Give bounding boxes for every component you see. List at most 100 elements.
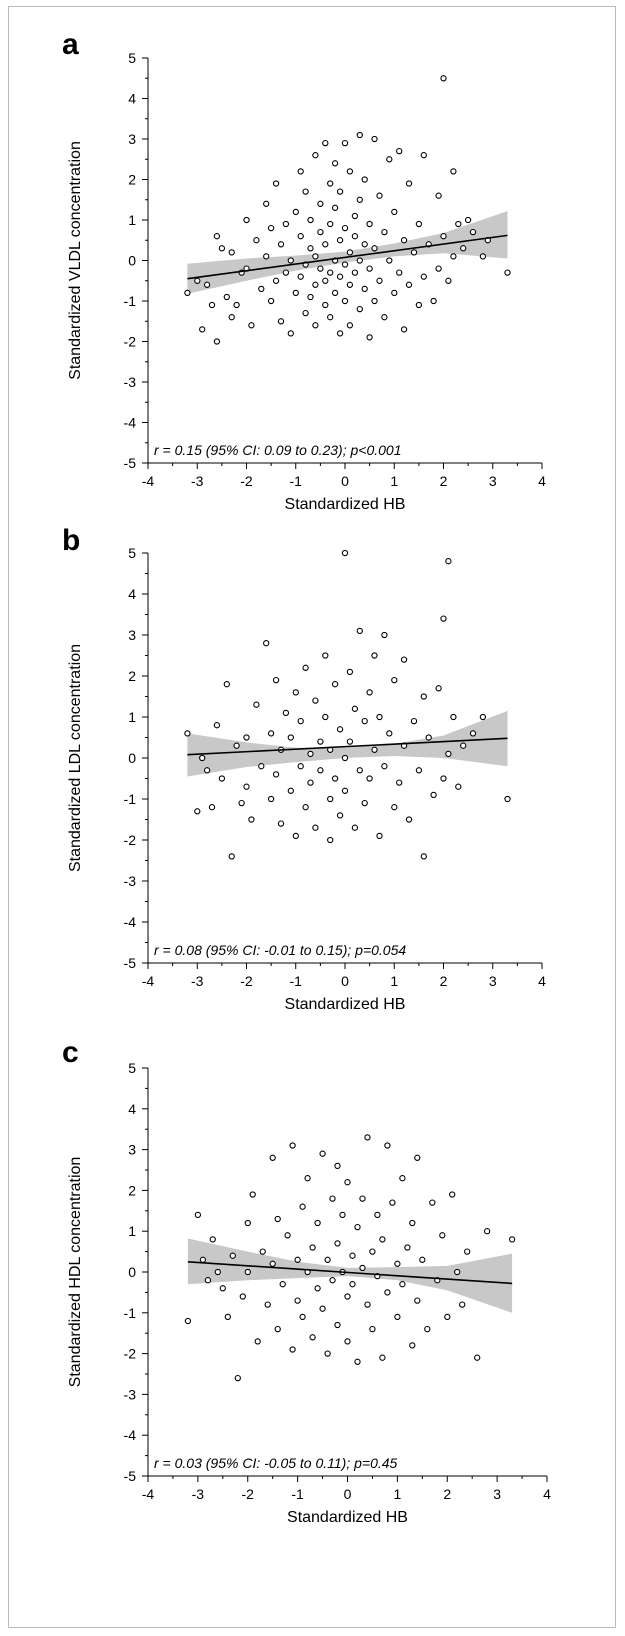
data-point xyxy=(396,269,403,276)
data-point xyxy=(445,750,452,758)
data-point xyxy=(391,289,398,297)
data-point xyxy=(371,652,378,659)
data-point xyxy=(312,824,319,831)
data-point xyxy=(359,1195,366,1202)
x-tick-label: -2 xyxy=(242,1486,255,1502)
data-point xyxy=(282,220,290,228)
data-point xyxy=(379,1236,386,1243)
y-tick-label: 3 xyxy=(128,131,136,147)
y-tick-label: -3 xyxy=(124,374,137,390)
data-point xyxy=(263,253,270,260)
data-point xyxy=(282,709,290,717)
x-tick-label: -1 xyxy=(291,1486,304,1502)
y-tick-label: -1 xyxy=(124,791,137,807)
data-point xyxy=(450,713,457,721)
data-point xyxy=(391,208,398,216)
data-point xyxy=(381,228,388,236)
data-point xyxy=(336,726,344,733)
data-point xyxy=(327,269,334,276)
data-point xyxy=(312,281,319,288)
y-tick-label: 4 xyxy=(128,586,136,602)
data-point xyxy=(304,1175,311,1182)
data-point xyxy=(267,730,275,737)
confidence-band xyxy=(187,710,508,777)
data-point xyxy=(287,257,294,264)
y-tick-label: -3 xyxy=(124,873,137,889)
data-point xyxy=(299,1203,306,1210)
data-point xyxy=(289,1142,296,1149)
data-point xyxy=(454,1268,461,1276)
data-point xyxy=(341,224,349,232)
data-point xyxy=(381,631,388,639)
y-tick-label: 2 xyxy=(128,1182,136,1198)
data-point xyxy=(386,730,393,737)
y-axis-label: Standardized HDL concentration xyxy=(67,1157,84,1388)
y-tick-label: 0 xyxy=(128,1264,136,1280)
confidence-band xyxy=(187,1238,513,1313)
data-point xyxy=(415,301,423,309)
data-point xyxy=(351,824,359,831)
data-point xyxy=(312,697,319,704)
data-point xyxy=(351,269,359,276)
y-tick-label: 3 xyxy=(128,627,136,643)
data-point xyxy=(346,168,354,175)
data-point xyxy=(233,301,240,309)
data-point xyxy=(287,787,294,794)
data-point xyxy=(371,746,378,753)
data-point xyxy=(440,233,447,240)
y-tick-label: -4 xyxy=(124,914,137,930)
data-point xyxy=(184,730,191,737)
data-point xyxy=(435,265,442,272)
data-point xyxy=(356,627,363,635)
data-point xyxy=(460,245,467,252)
data-point xyxy=(445,558,452,565)
data-point xyxy=(258,285,265,293)
data-point xyxy=(346,668,354,676)
data-point xyxy=(329,1277,336,1284)
data-point xyxy=(194,1211,202,1219)
data-point xyxy=(309,1334,316,1341)
data-point xyxy=(455,220,462,228)
data-point xyxy=(369,1325,376,1333)
data-point xyxy=(410,717,418,725)
data-point xyxy=(287,330,294,337)
data-point xyxy=(419,1256,426,1263)
data-point xyxy=(361,285,368,293)
panel-b: b -5 -4 -3 -2 -1 0 1 2 3 4 5 -4 -3 -2 -1 0 1 2 3 4 Standardiz… xyxy=(62,524,546,1013)
data-point xyxy=(243,783,250,790)
data-point xyxy=(425,734,432,741)
x-tick-label: -1 xyxy=(290,973,303,989)
data-point xyxy=(272,676,280,684)
figure-frame xyxy=(8,6,616,1628)
data-point xyxy=(294,1256,301,1263)
data-point xyxy=(435,685,442,692)
y-tick-label: 3 xyxy=(128,1142,136,1158)
data-point xyxy=(302,804,309,811)
data-point xyxy=(371,135,378,143)
data-point xyxy=(213,722,221,729)
data-point xyxy=(356,131,363,139)
data-point xyxy=(208,301,216,309)
x-axis-label: Standardized HB xyxy=(285,496,406,513)
data-point xyxy=(469,228,477,236)
data-point xyxy=(312,322,319,329)
x-tick-label: -2 xyxy=(240,973,253,989)
data-point xyxy=(346,322,354,329)
y-tick-label: -3 xyxy=(124,1386,137,1402)
data-point xyxy=(248,322,255,329)
data-point xyxy=(396,147,403,155)
data-point xyxy=(199,326,206,333)
panel-c: c -5 -4 -3 -2 -1 0 1 2 3 4 5 -4 -3 -2 -1 0 1 2 3 4 Standardiz… xyxy=(62,1036,551,1526)
data-point xyxy=(292,208,299,216)
data-point xyxy=(243,216,250,224)
data-point xyxy=(399,1281,406,1288)
data-point xyxy=(414,1154,421,1161)
data-point xyxy=(307,750,314,758)
data-point xyxy=(459,1301,466,1308)
data-point xyxy=(336,812,344,819)
x-tick-label: -3 xyxy=(191,473,204,489)
data-point xyxy=(203,767,211,774)
data-point xyxy=(209,1236,216,1243)
data-point xyxy=(336,237,344,244)
